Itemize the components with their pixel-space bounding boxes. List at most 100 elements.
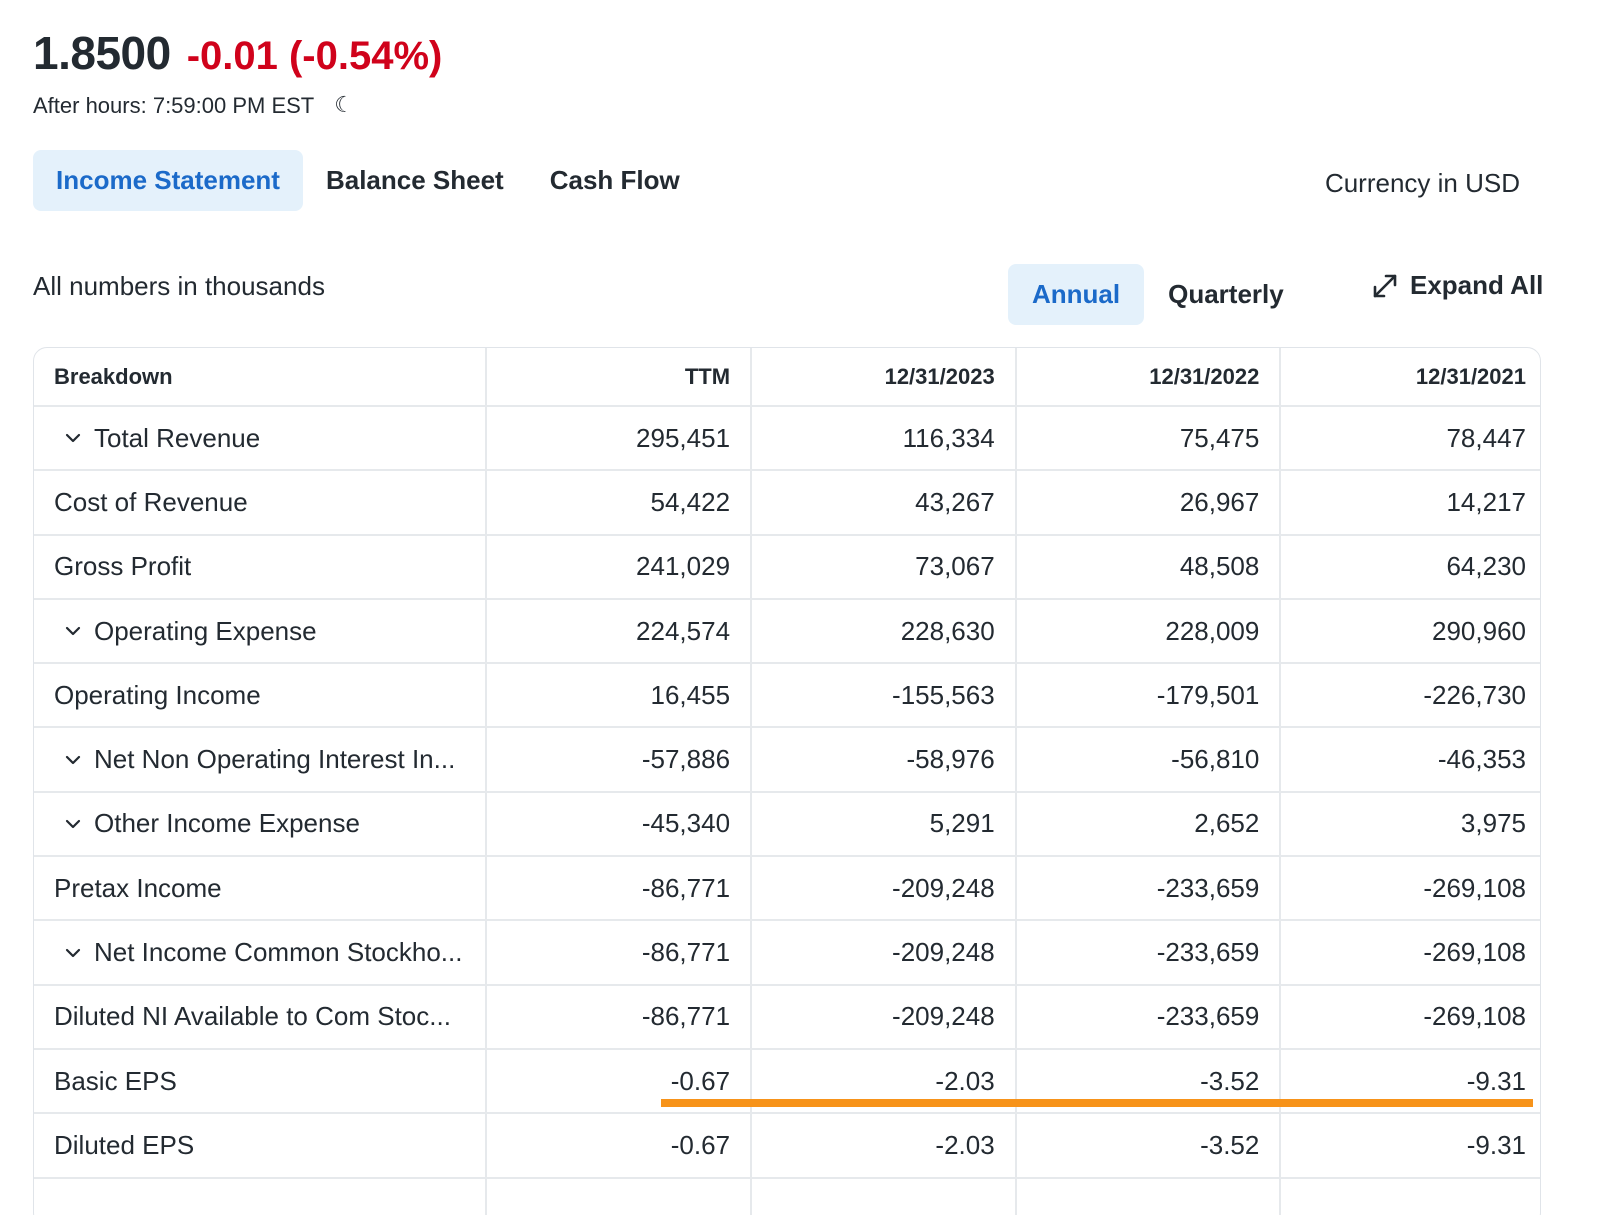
row-label: Net Income Common Stockho... <box>94 937 463 968</box>
value-cell: -9.31 <box>1466 1129 1526 1160</box>
currency-note: Currency in USD <box>1324 168 1520 198</box>
value-cell: -179,501 <box>1017 664 1282 727</box>
value-cell: -209,248 <box>752 985 1017 1048</box>
value-cell: -9.31 <box>1466 1065 1526 1096</box>
row-label: Diluted EPS <box>54 1129 195 1160</box>
chevron-down-icon[interactable] <box>64 815 82 833</box>
value-cell: 5,291 <box>752 792 1017 856</box>
value-cell: 241,029 <box>487 535 753 598</box>
value-cell: -233,659 <box>1017 985 1282 1048</box>
value-cell: -3.52 <box>1017 1049 1282 1113</box>
value-cell: 228,009 <box>1017 599 1282 663</box>
column-header: 12/31/2022 <box>1017 348 1282 405</box>
table-header-row: Breakdown TTM 12/31/2023 12/31/2022 12/3… <box>34 348 1540 407</box>
value-cell: 64,230 <box>1446 551 1526 582</box>
row-label-cell: Gross Profit <box>34 535 488 598</box>
expand-arrows-icon <box>1373 274 1397 297</box>
tab-cash-flow[interactable]: Cash Flow <box>549 165 680 195</box>
value-cell: -233,659 <box>1017 857 1282 920</box>
value-cell: -3.52 <box>1017 1114 1282 1177</box>
row-label: Other Income Expense <box>94 808 360 839</box>
table-row: Net Income Common Stockho... -86,771 -209,… <box>34 921 1540 986</box>
frequency-toggle: Annual Quarterly <box>1008 264 1308 325</box>
chevron-down-icon[interactable] <box>64 944 82 962</box>
value-cell: 2,652 <box>1017 792 1282 856</box>
value-cell: -209,248 <box>752 921 1017 984</box>
column-header: TTM <box>487 348 753 405</box>
chevron-down-icon[interactable] <box>64 429 82 447</box>
row-label-cell[interactable]: Net Income Common Stockho... <box>34 921 488 984</box>
column-header: Breakdown <box>34 348 488 405</box>
row-label: Pretax Income <box>54 872 222 903</box>
value-cell: -86,771 <box>487 857 753 920</box>
value-cell: -86,771 <box>487 921 753 984</box>
row-label: Total Revenue <box>94 422 261 453</box>
row-label: Operating Expense <box>94 615 317 646</box>
table-row: Net Non Operating Interest In... -57,886 -… <box>34 728 1540 793</box>
value-cell: -45,340 <box>487 792 753 856</box>
table-row: Operating Expense 224,574 228,630 228,009 29… <box>34 599 1540 665</box>
row-label-cell: Cost of Revenue <box>34 471 488 534</box>
chevron-down-icon[interactable] <box>64 622 82 640</box>
value-cell: 43,267 <box>752 471 1017 534</box>
value-cell: 16,455 <box>487 664 753 727</box>
value-cell: -0.67 <box>487 1049 753 1113</box>
value-cell: 54,422 <box>487 471 753 534</box>
value-cell: 224,574 <box>487 599 753 663</box>
quote-header: 1.8500 -0.01 (-0.54%) <box>33 26 442 80</box>
table-row: Diluted EPS -0.67 -2.03 -3.52 -9.31 <box>34 1114 1540 1179</box>
table-row: Operating Income 16,455 -155,563 -179,501 -2… <box>34 664 1540 729</box>
annual-button[interactable]: Annual <box>1008 264 1145 325</box>
row-label: Gross Profit <box>54 551 192 582</box>
row-label-cell[interactable]: Operating Expense <box>34 599 488 663</box>
row-label: Operating Income <box>54 679 261 710</box>
value-cell: 3,975 <box>1460 808 1526 839</box>
value-cell: -2.03 <box>752 1114 1017 1177</box>
after-hours-status: After hours: 7:59:00 PM EST ☾ <box>33 92 354 119</box>
value-cell: 78,447 <box>1446 422 1526 453</box>
value-cell <box>487 1178 753 1215</box>
row-label-cell[interactable]: Total Revenue <box>34 407 488 470</box>
value-cell: 228,630 <box>752 599 1017 663</box>
value-cell: 295,451 <box>487 407 753 470</box>
value-cell: -269,108 <box>1423 937 1526 968</box>
row-label: Diluted NI Available to Com Stoc... <box>54 1001 451 1032</box>
row-label-cell: Operating Income <box>34 664 488 727</box>
expand-all-button[interactable]: Expand All <box>1372 270 1543 301</box>
value-cell: 75,475 <box>1017 407 1282 470</box>
table-row: Gross Profit 241,029 73,067 48,508 64,230 <box>34 535 1540 600</box>
value-cell: 26,967 <box>1017 471 1282 534</box>
value-cell: -2.03 <box>752 1049 1017 1113</box>
table-row: Pretax Income -86,771 -209,248 -233,659 -269… <box>34 857 1540 922</box>
value-cell <box>1281 1179 1540 1215</box>
value-cell: -57,886 <box>487 728 753 791</box>
value-cell: 48,508 <box>1017 535 1282 598</box>
statement-tabs: Income Statement Balance Sheet Cash Flow <box>33 150 703 211</box>
tab-balance-sheet[interactable]: Balance Sheet <box>325 165 504 195</box>
row-label-cell: Basic EPS <box>34 1049 488 1113</box>
value-cell: -209,248 <box>752 857 1017 920</box>
table-row: Total Revenue 295,451 116,334 75,475 78,447 <box>34 407 1540 472</box>
table-row <box>34 1178 1540 1215</box>
value-cell: -226,730 <box>1423 679 1526 710</box>
value-cell: -0.67 <box>487 1114 753 1177</box>
row-label-cell: Diluted NI Available to Com Stoc... <box>34 985 488 1048</box>
numbers-note: All numbers in thousands <box>33 271 325 301</box>
table-row: Cost of Revenue 54,422 43,267 26,967 14,217 <box>34 471 1540 536</box>
table-row: Diluted NI Available to Com Stoc... -86,7… <box>34 985 1540 1050</box>
value-cell: 290,960 <box>1432 615 1526 646</box>
value-cell: -269,108 <box>1423 1001 1526 1032</box>
quarterly-button[interactable]: Quarterly <box>1168 279 1284 309</box>
value-cell: 73,067 <box>752 535 1017 598</box>
column-header: 12/31/2021 <box>1415 363 1526 389</box>
row-label: Basic EPS <box>54 1065 177 1096</box>
chevron-down-icon[interactable] <box>64 751 82 769</box>
value-cell: -56,810 <box>1017 728 1282 791</box>
tab-income-statement[interactable]: Income Statement <box>33 150 303 211</box>
after-hours-text: After hours: 7:59:00 PM EST <box>33 93 315 118</box>
row-label-cell[interactable]: Other Income Expense <box>34 792 488 856</box>
row-label-cell: Diluted EPS <box>34 1114 488 1177</box>
financials-table: Breakdown TTM 12/31/2023 12/31/2022 12/3… <box>33 347 1541 1215</box>
row-label-cell[interactable]: Net Non Operating Interest In... <box>34 728 488 791</box>
